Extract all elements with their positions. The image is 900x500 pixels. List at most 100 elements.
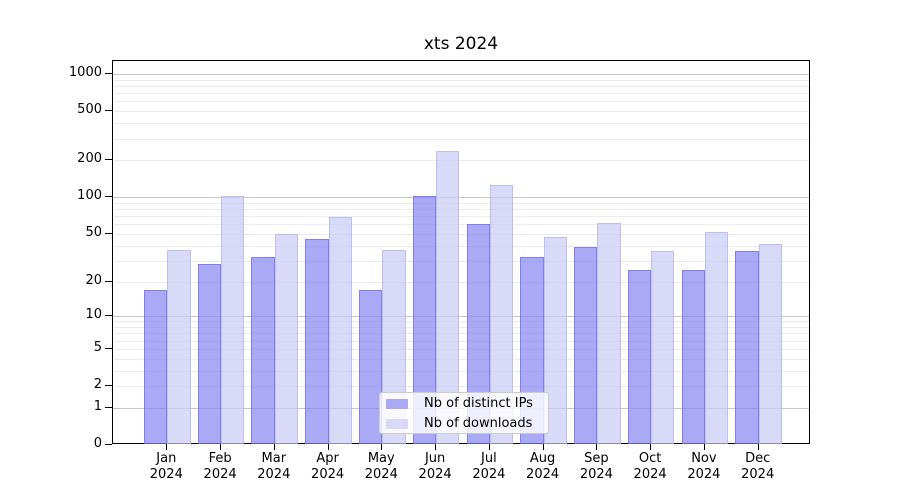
x-tick-label-jan: Jan 2024 [149,451,183,482]
y-tick-mark-500 [105,110,112,112]
gridline-5 [113,348,809,350]
y-tick-mark-1 [105,406,112,408]
y-tick-mark-20 [105,280,112,282]
y-tick-label-2: 2 [93,377,102,392]
bar-downloads-jul [489,185,514,444]
y-tick-label-1000: 1000 [68,65,102,80]
y-tick-mark-200 [105,159,112,161]
y-tick-label-50: 50 [85,224,102,240]
gridline-50 [113,233,809,235]
gridline-200 [113,160,809,162]
chart-title: xts 2024 [423,34,499,54]
x-tick-mark-jun [435,444,437,450]
y-tick-label-1: 1 [93,398,102,414]
gridline-300 [113,138,809,140]
gridline-800 [113,86,809,87]
bar-distinct-ips-sep [574,246,598,444]
x-tick-label-apr: Apr 2024 [311,451,345,482]
y-tick-mark-5 [105,347,112,349]
y-tick-mark-100 [105,196,112,198]
gridline-700 [113,93,809,95]
x-tick-mark-nov [703,444,705,450]
gridline-1000 [113,74,809,75]
y-tick-mark-0 [105,444,112,445]
y-tick-label-10: 10 [85,307,102,323]
x-tick-label-nov: Nov 2024 [687,451,721,482]
x-tick-label-may: May 2024 [364,451,398,482]
gridline-400 [113,123,809,125]
x-tick-label-oct: Oct 2024 [633,451,667,482]
bar-downloads-jan [167,249,191,444]
bar-downloads-aug [543,237,567,444]
y-tick-mark-10 [105,315,112,317]
gridline-6 [113,340,809,342]
x-tick-mark-jan [166,444,168,450]
y-tick-label-200: 200 [77,151,102,167]
legend-label-downloads: Nb of downloads [424,416,533,431]
bar-distinct-ips-dec [735,251,759,444]
gridline-20 [113,281,809,283]
gridline-60 [113,224,809,226]
x-tick-label-feb: Feb 2024 [203,451,237,482]
bar-distinct-ips-apr [305,239,329,444]
bar-downloads-feb [221,195,245,444]
x-tick-mark-apr [327,444,329,450]
bar-distinct-ips-jul [466,224,490,444]
bar-downloads-oct [651,251,675,444]
bar-distinct-ips-jun [412,195,437,444]
legend: Nb of distinct IPs Nb of downloads [379,392,549,434]
gridline-4 [113,358,809,360]
bar-downloads-mar [274,233,299,444]
gridline-90 [113,202,809,204]
bar-downloads-sep [597,222,621,444]
gridline-80 [113,209,809,210]
y-tick-mark-2 [105,385,112,386]
bar-distinct-ips-may [358,289,383,444]
y-tick-label-100: 100 [77,188,102,204]
gridline-100 [113,197,809,199]
y-tick-label-0: 0 [93,436,102,451]
x-tick-mark-jul [488,444,490,450]
bar-distinct-ips-mar [251,257,275,444]
bar-downloads-jun [436,150,460,444]
gridline-500 [113,111,809,113]
gridline-10 [113,316,809,318]
x-tick-mark-sep [596,444,598,450]
gridline-70 [113,216,809,218]
y-tick-label-20: 20 [85,272,102,288]
legend-swatch-downloads [386,419,408,429]
gridline-30 [113,260,809,262]
gridline-900 [113,79,809,81]
y-tick-mark-50 [105,232,112,234]
gridline-7 [113,333,809,335]
x-tick-mark-oct [650,444,652,450]
x-tick-mark-aug [542,444,544,450]
gridline-40 [113,245,809,247]
x-tick-label-dec: Dec 2024 [741,451,775,482]
x-tick-label-mar: Mar 2024 [257,451,291,482]
legend-row-downloads: Nb of downloads [386,414,548,434]
bar-distinct-ips-jan [143,289,168,444]
x-tick-label-jun: Jun 2024 [418,451,452,482]
gridline-2 [113,386,809,387]
bar-downloads-apr [328,216,352,444]
x-tick-label-jul: Jul 2024 [472,451,506,482]
x-tick-mark-dec [757,444,759,450]
x-tick-mark-feb [220,444,222,450]
y-tick-label-500: 500 [77,102,102,118]
y-tick-mark-1000 [105,73,112,74]
x-tick-mark-may [381,444,383,450]
x-tick-mark-mar [273,444,275,450]
x-tick-label-aug: Aug 2024 [526,451,560,482]
gridline-9 [113,321,809,323]
plot-area [112,60,810,444]
gridline-600 [113,101,809,103]
legend-row-distinct-ips: Nb of distinct IPs [386,394,548,414]
x-tick-label-sep: Sep 2024 [579,451,613,482]
bar-distinct-ips-feb [197,264,222,444]
bar-distinct-ips-oct [627,270,652,444]
bar-distinct-ips-nov [681,270,705,444]
bar-downloads-nov [704,231,729,444]
legend-swatch-distinct-ips [386,399,408,409]
